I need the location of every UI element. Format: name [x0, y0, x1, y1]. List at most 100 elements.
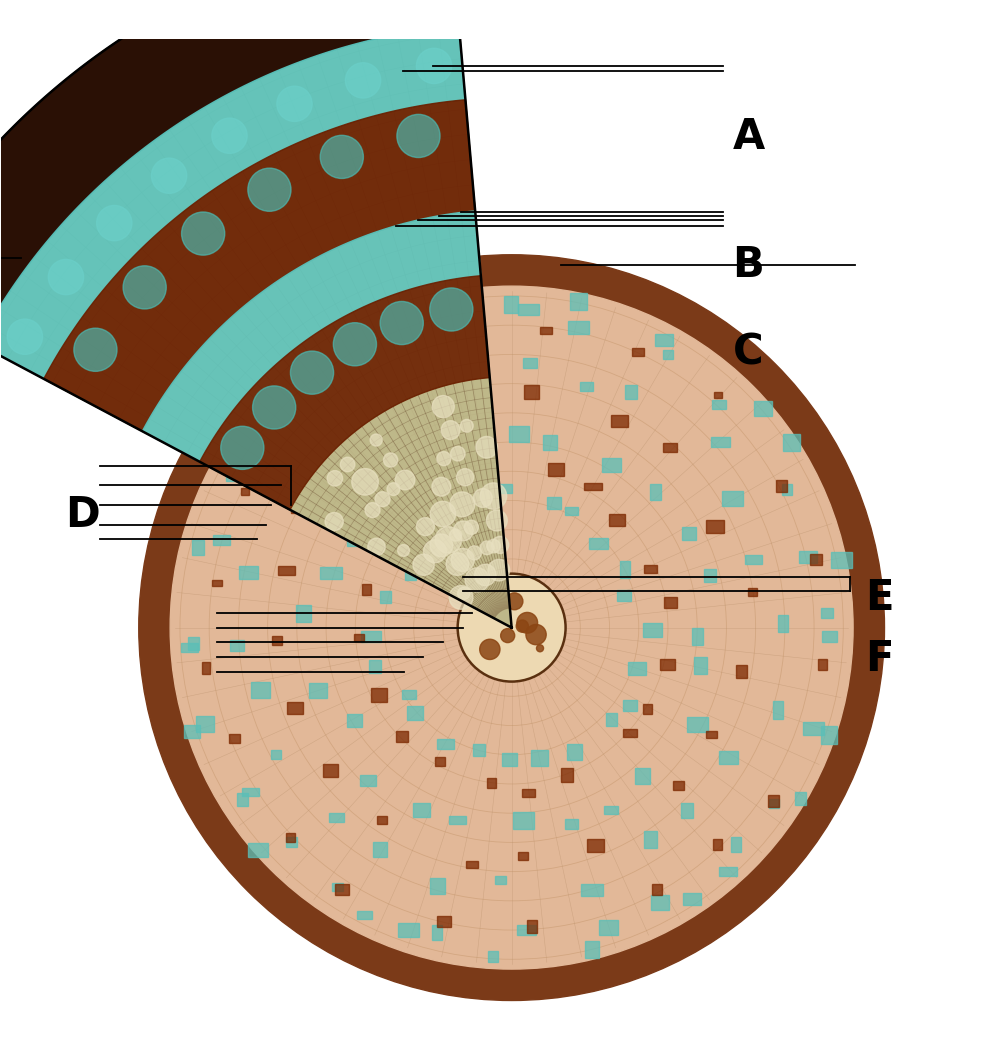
- Circle shape: [416, 49, 452, 84]
- Circle shape: [416, 518, 434, 536]
- FancyBboxPatch shape: [495, 876, 507, 883]
- FancyBboxPatch shape: [366, 535, 379, 542]
- FancyBboxPatch shape: [449, 815, 465, 824]
- FancyBboxPatch shape: [421, 536, 442, 552]
- FancyBboxPatch shape: [652, 883, 662, 895]
- FancyBboxPatch shape: [644, 624, 661, 636]
- FancyBboxPatch shape: [831, 553, 852, 569]
- FancyBboxPatch shape: [777, 615, 787, 632]
- FancyBboxPatch shape: [407, 705, 423, 720]
- Circle shape: [480, 640, 500, 660]
- FancyBboxPatch shape: [643, 704, 652, 714]
- FancyBboxPatch shape: [239, 566, 258, 579]
- FancyBboxPatch shape: [371, 688, 387, 701]
- FancyBboxPatch shape: [623, 729, 637, 737]
- FancyBboxPatch shape: [645, 564, 656, 573]
- Circle shape: [450, 530, 461, 541]
- Circle shape: [476, 436, 498, 459]
- FancyBboxPatch shape: [291, 504, 304, 513]
- FancyBboxPatch shape: [687, 717, 708, 732]
- Polygon shape: [43, 100, 475, 431]
- Circle shape: [465, 568, 489, 592]
- FancyBboxPatch shape: [230, 640, 243, 651]
- FancyBboxPatch shape: [570, 293, 586, 309]
- FancyBboxPatch shape: [401, 690, 416, 699]
- FancyBboxPatch shape: [649, 484, 661, 500]
- FancyBboxPatch shape: [504, 297, 518, 313]
- FancyBboxPatch shape: [523, 385, 539, 398]
- FancyBboxPatch shape: [620, 561, 631, 578]
- FancyBboxPatch shape: [565, 506, 579, 515]
- FancyBboxPatch shape: [248, 843, 268, 857]
- FancyBboxPatch shape: [694, 658, 707, 674]
- Circle shape: [212, 119, 247, 154]
- FancyBboxPatch shape: [623, 700, 638, 712]
- FancyBboxPatch shape: [435, 757, 445, 766]
- Circle shape: [450, 491, 474, 517]
- FancyBboxPatch shape: [776, 480, 787, 492]
- FancyBboxPatch shape: [581, 883, 602, 896]
- FancyBboxPatch shape: [513, 812, 534, 828]
- FancyBboxPatch shape: [461, 444, 478, 456]
- Circle shape: [277, 86, 312, 122]
- Polygon shape: [290, 378, 512, 628]
- Circle shape: [435, 526, 461, 553]
- Text: A: A: [732, 116, 765, 158]
- FancyBboxPatch shape: [287, 702, 303, 714]
- FancyBboxPatch shape: [584, 941, 598, 958]
- Circle shape: [488, 595, 501, 608]
- FancyBboxPatch shape: [309, 683, 328, 698]
- FancyBboxPatch shape: [684, 893, 701, 905]
- FancyBboxPatch shape: [633, 347, 645, 356]
- Circle shape: [517, 612, 537, 633]
- FancyBboxPatch shape: [748, 588, 757, 596]
- FancyBboxPatch shape: [608, 514, 625, 526]
- FancyBboxPatch shape: [682, 526, 696, 539]
- Circle shape: [437, 451, 451, 466]
- FancyBboxPatch shape: [437, 739, 455, 750]
- FancyBboxPatch shape: [799, 551, 818, 562]
- FancyBboxPatch shape: [650, 895, 668, 910]
- FancyBboxPatch shape: [181, 643, 198, 651]
- FancyBboxPatch shape: [721, 490, 743, 506]
- FancyBboxPatch shape: [365, 474, 384, 487]
- FancyBboxPatch shape: [229, 734, 240, 743]
- FancyBboxPatch shape: [586, 840, 604, 851]
- FancyBboxPatch shape: [296, 605, 311, 622]
- Circle shape: [123, 266, 166, 309]
- FancyBboxPatch shape: [336, 884, 349, 895]
- Circle shape: [450, 586, 473, 609]
- FancyBboxPatch shape: [730, 838, 741, 851]
- FancyBboxPatch shape: [413, 803, 430, 816]
- Circle shape: [397, 114, 440, 158]
- FancyBboxPatch shape: [434, 481, 451, 490]
- FancyBboxPatch shape: [539, 327, 552, 334]
- FancyBboxPatch shape: [292, 478, 308, 492]
- Circle shape: [487, 539, 500, 553]
- FancyBboxPatch shape: [768, 795, 778, 807]
- FancyBboxPatch shape: [599, 919, 618, 935]
- FancyBboxPatch shape: [472, 744, 484, 756]
- Circle shape: [491, 605, 506, 618]
- FancyBboxPatch shape: [819, 659, 828, 670]
- Circle shape: [182, 212, 224, 255]
- FancyBboxPatch shape: [368, 360, 377, 366]
- FancyBboxPatch shape: [682, 803, 693, 819]
- FancyBboxPatch shape: [654, 334, 673, 346]
- FancyBboxPatch shape: [561, 768, 573, 782]
- Circle shape: [486, 510, 508, 531]
- Text: C: C: [732, 331, 763, 374]
- Circle shape: [454, 521, 473, 541]
- FancyBboxPatch shape: [810, 554, 822, 564]
- FancyBboxPatch shape: [338, 356, 358, 365]
- FancyBboxPatch shape: [713, 839, 722, 849]
- Circle shape: [430, 534, 453, 557]
- FancyBboxPatch shape: [432, 926, 443, 939]
- FancyBboxPatch shape: [602, 457, 621, 471]
- FancyBboxPatch shape: [821, 608, 832, 617]
- FancyBboxPatch shape: [488, 951, 498, 962]
- Polygon shape: [0, 0, 459, 344]
- FancyBboxPatch shape: [628, 662, 646, 676]
- Circle shape: [139, 255, 885, 1001]
- FancyBboxPatch shape: [273, 636, 282, 645]
